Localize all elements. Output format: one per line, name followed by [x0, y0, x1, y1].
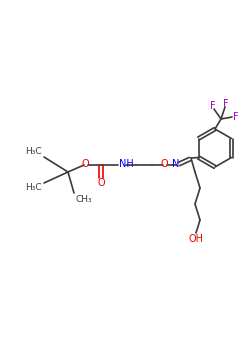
- Text: H₃C: H₃C: [26, 147, 42, 156]
- Text: O: O: [160, 159, 168, 169]
- Text: F: F: [233, 112, 239, 122]
- Text: O: O: [97, 178, 105, 188]
- Text: OH: OH: [188, 234, 204, 244]
- Text: NH: NH: [119, 159, 134, 169]
- Text: H₃C: H₃C: [26, 183, 42, 192]
- Text: F: F: [210, 101, 216, 111]
- Text: F: F: [223, 99, 229, 109]
- Text: CH₃: CH₃: [76, 196, 92, 204]
- Text: O: O: [81, 159, 89, 169]
- Text: N: N: [172, 159, 180, 169]
